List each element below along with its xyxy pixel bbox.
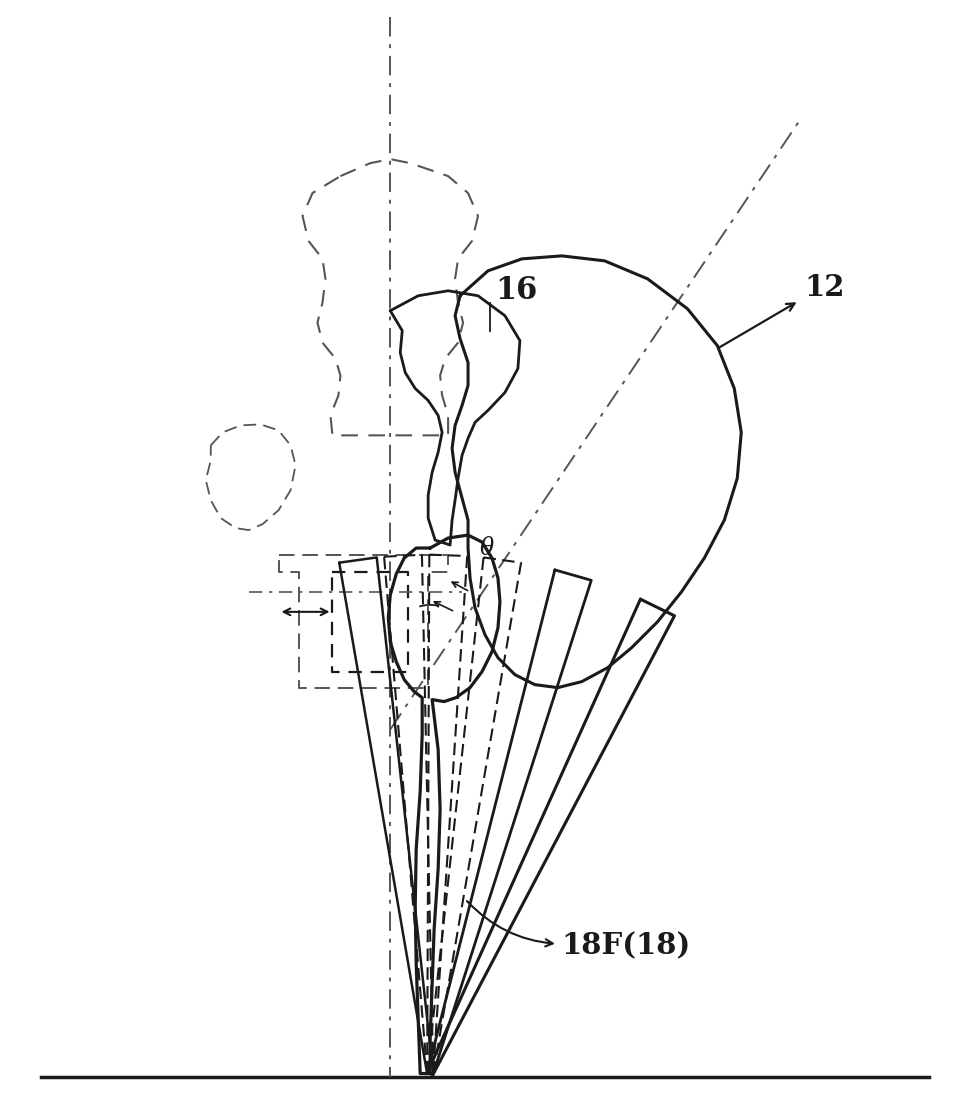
Text: 16: 16 bbox=[495, 275, 537, 306]
Text: 12: 12 bbox=[804, 272, 845, 301]
Text: θ: θ bbox=[480, 537, 494, 560]
Text: 18F(18): 18F(18) bbox=[562, 931, 691, 960]
